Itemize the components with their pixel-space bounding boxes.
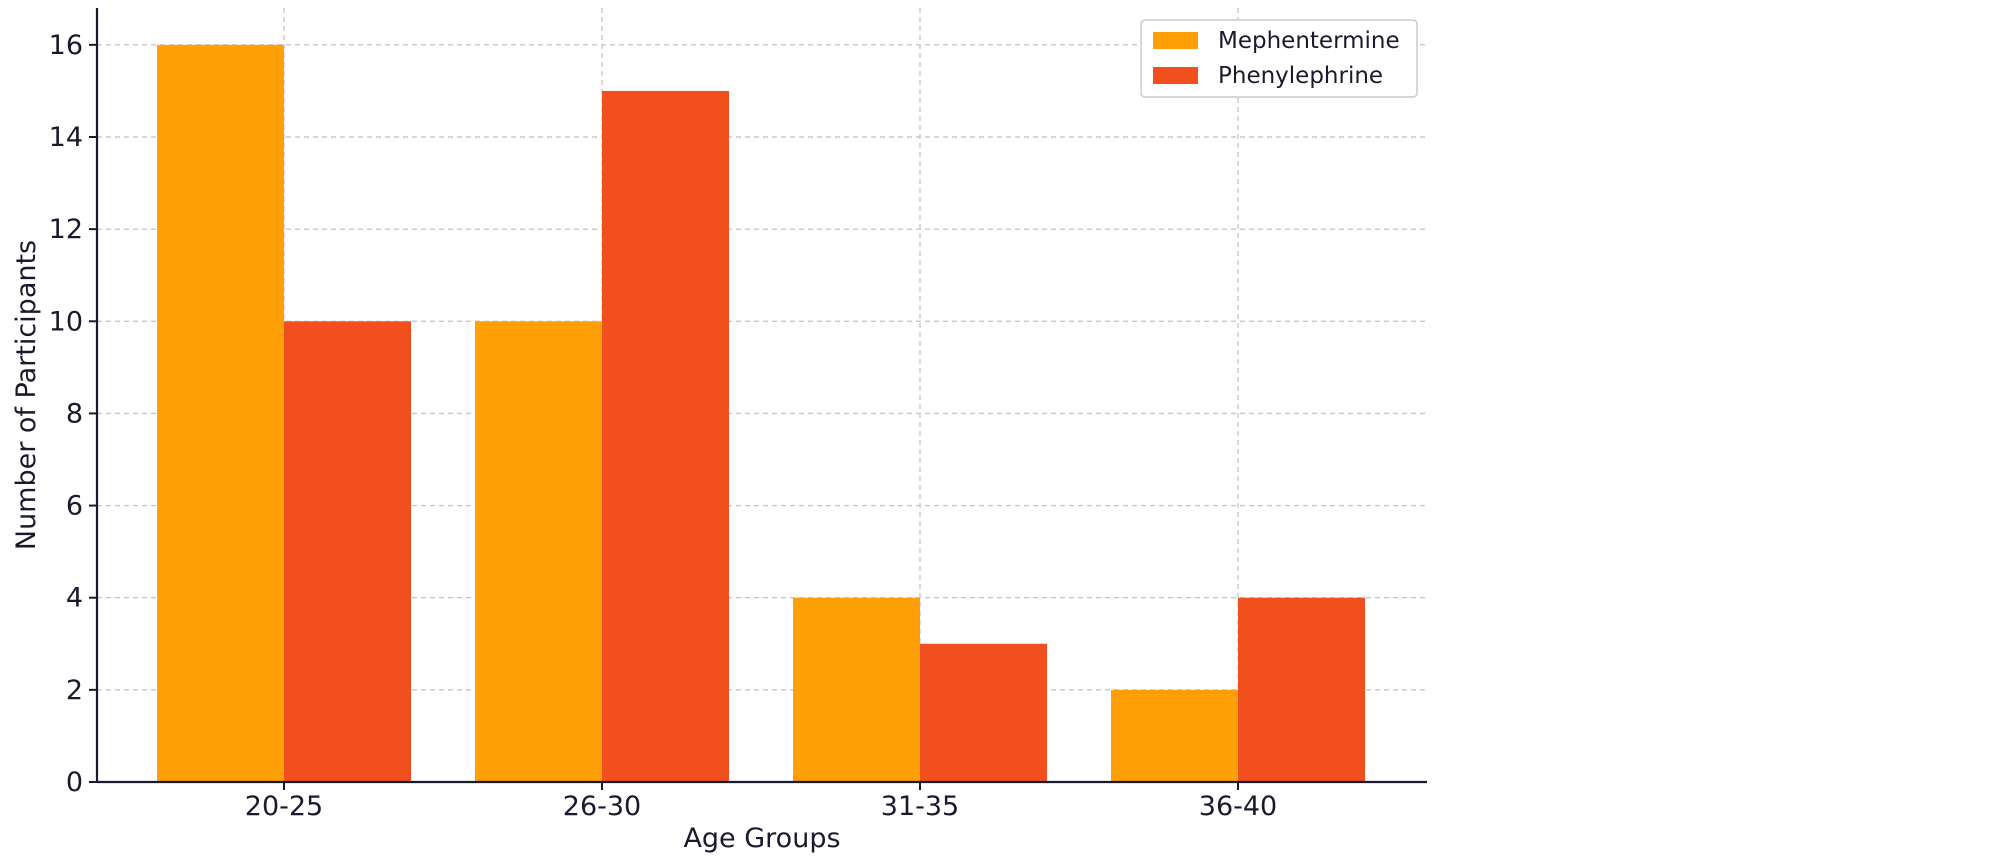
bar-mephentermine-20-25: [157, 44, 284, 783]
y-ticks: 0 2 4 6 8 10 12 14 16: [49, 30, 97, 798]
bar-mephentermine-31-35: [793, 597, 920, 782]
x-tick-label: 20-25: [245, 791, 323, 822]
legend: Mephentermine Phenylephrine: [1140, 19, 1418, 98]
bar-phenylephrine-20-25: [284, 321, 411, 782]
y-tick-label: 8: [66, 398, 83, 429]
x-tick-label: 31-35: [881, 791, 959, 822]
legend-swatch: [1153, 67, 1198, 84]
bar-mephentermine-36-40: [1111, 689, 1238, 782]
y-tick-label: 0: [66, 767, 83, 798]
bar-phenylephrine-31-35: [920, 643, 1047, 782]
x-tick-label: 26-30: [563, 791, 641, 822]
bar-phenylephrine-26-30: [602, 90, 729, 782]
y-tick-label: 10: [49, 306, 83, 337]
y-tick-label: 6: [66, 491, 83, 522]
x-tick-label: 36-40: [1199, 791, 1277, 822]
bars: [157, 44, 1365, 783]
y-tick-label: 4: [66, 583, 83, 614]
bar-mephentermine-26-30: [475, 321, 602, 782]
y-tick-label: 12: [49, 214, 83, 245]
bar-phenylephrine-36-40: [1238, 597, 1365, 782]
y-axis-title: Number of Participants: [11, 240, 42, 550]
y-tick-label: 14: [49, 122, 83, 153]
x-ticks: 20-25 26-30 31-35 36-40: [245, 782, 1277, 822]
legend-label: Mephentermine: [1218, 28, 1400, 54]
legend-swatch: [1153, 32, 1198, 49]
y-tick-label: 16: [49, 30, 83, 61]
x-axis-title: Age Groups: [683, 823, 840, 854]
y-tick-label: 2: [66, 675, 83, 706]
legend-box: [1140, 19, 1418, 98]
legend-label: Phenylephrine: [1218, 63, 1383, 89]
